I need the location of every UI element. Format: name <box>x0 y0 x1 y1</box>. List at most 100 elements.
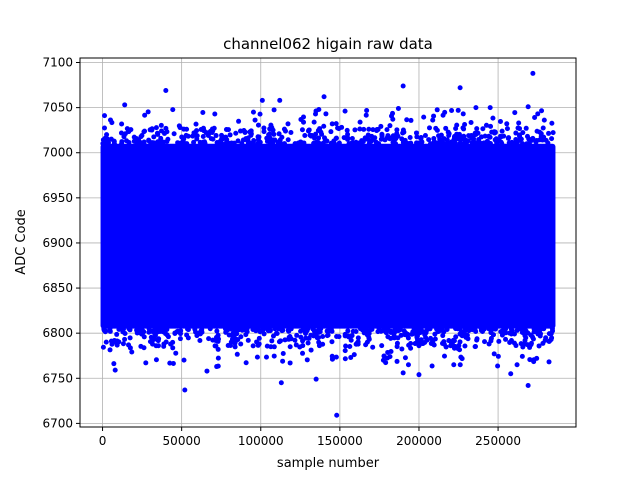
outlier-point <box>112 367 118 373</box>
data-point <box>534 355 540 361</box>
y-axis-label: ADC Code <box>14 209 29 274</box>
data-point <box>147 127 153 133</box>
data-point <box>146 138 152 144</box>
data-point <box>101 125 107 131</box>
data-point <box>276 131 282 137</box>
data-point <box>449 108 455 114</box>
data-point <box>345 131 351 137</box>
data-point <box>433 125 439 131</box>
outlier-point <box>277 97 283 103</box>
data-point <box>416 343 422 349</box>
data-point <box>506 135 512 141</box>
outlier-point <box>259 97 265 103</box>
data-point <box>243 360 249 366</box>
data-point <box>393 135 399 141</box>
data-point <box>220 136 226 142</box>
data-point <box>153 125 159 131</box>
data-point <box>402 355 408 361</box>
data-point <box>151 134 157 140</box>
data-point <box>131 134 137 140</box>
x-tick-label: 50000 <box>163 434 201 448</box>
data-point <box>453 326 459 332</box>
data-point <box>328 129 334 135</box>
data-point <box>466 328 472 334</box>
data-point <box>359 139 365 145</box>
data-point <box>422 332 428 338</box>
data-point <box>499 329 505 335</box>
data-point <box>459 333 465 339</box>
data-point <box>480 126 486 132</box>
data-point <box>255 140 261 146</box>
data-point <box>395 328 401 334</box>
data-point <box>508 338 514 344</box>
data-point <box>508 331 514 337</box>
data-point <box>495 363 501 369</box>
data-point <box>549 326 555 332</box>
data-point <box>164 139 170 145</box>
data-point <box>183 132 189 138</box>
data-point <box>418 136 424 142</box>
outlier-point <box>400 83 406 89</box>
data-point <box>431 136 437 142</box>
data-point <box>240 326 246 332</box>
data-point <box>345 328 351 334</box>
data-point <box>210 337 216 343</box>
data-point <box>285 121 291 127</box>
data-point <box>315 328 321 334</box>
data-point <box>523 125 529 131</box>
data-point <box>320 140 326 146</box>
data-point <box>352 127 358 133</box>
data-point <box>215 363 221 369</box>
data-point <box>261 125 267 131</box>
data-point <box>474 126 480 132</box>
data-point <box>509 139 515 145</box>
data-point <box>202 139 208 145</box>
data-point <box>541 326 547 332</box>
data-point <box>394 344 400 350</box>
data-point <box>384 326 390 332</box>
data-point <box>549 120 555 126</box>
data-point <box>398 332 404 338</box>
data-point <box>126 139 132 145</box>
data-point <box>430 140 436 146</box>
x-tick-label: 100000 <box>238 434 284 448</box>
data-point <box>142 128 148 134</box>
data-point <box>111 361 117 367</box>
data-point <box>163 339 169 345</box>
data-point <box>280 350 286 356</box>
data-point <box>325 332 331 338</box>
data-point <box>306 335 312 341</box>
data-point <box>548 337 554 343</box>
data-point <box>333 135 339 141</box>
data-point <box>146 329 152 335</box>
data-point <box>364 332 370 338</box>
data-point <box>215 355 221 361</box>
data-point <box>461 126 467 132</box>
data-points <box>100 70 556 418</box>
data-point <box>394 358 400 364</box>
y-tick-label: 6800 <box>42 326 73 340</box>
data-point <box>250 326 256 332</box>
data-point <box>421 114 427 120</box>
data-point <box>342 348 348 354</box>
data-point <box>211 125 217 131</box>
data-point <box>441 353 447 359</box>
data-point <box>387 123 393 129</box>
outlier-point <box>473 105 479 111</box>
data-point <box>369 133 375 139</box>
data-point <box>452 136 458 142</box>
outlier-point <box>334 412 340 418</box>
outlier-point <box>514 362 520 368</box>
data-point <box>374 128 380 134</box>
data-point <box>107 328 113 334</box>
data-point <box>486 326 492 332</box>
data-point <box>426 125 432 131</box>
data-point <box>181 126 187 132</box>
data-point <box>443 125 449 131</box>
data-point <box>226 332 232 338</box>
data-point <box>294 332 300 338</box>
data-point <box>480 328 486 334</box>
data-point <box>254 339 260 345</box>
y-tick-label: 6700 <box>42 416 73 430</box>
data-point <box>539 108 545 114</box>
